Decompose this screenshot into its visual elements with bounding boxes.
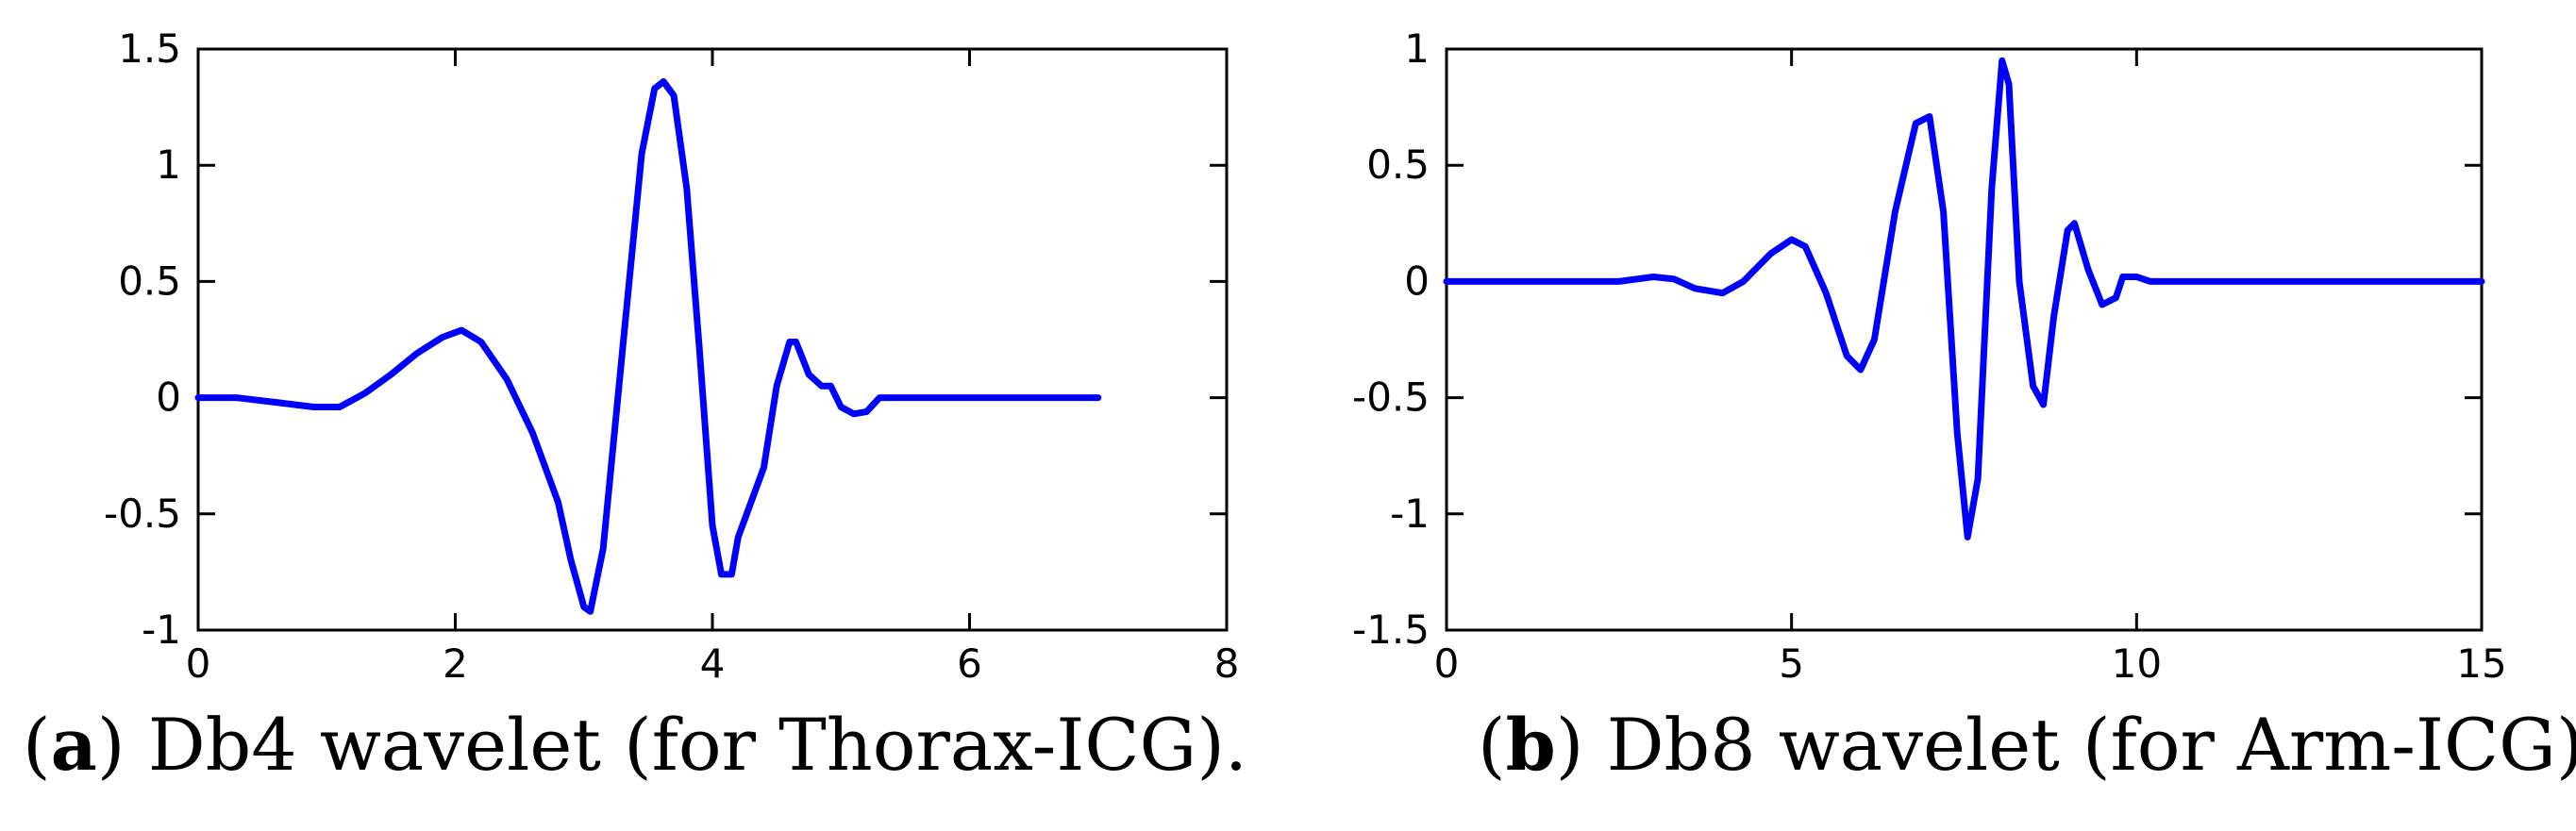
y-tick-label: 0 (156, 374, 181, 421)
caption-a-letter: a (50, 703, 97, 787)
y-tick-label: 0 (1404, 258, 1430, 304)
y-tick-label: 1 (156, 141, 181, 188)
y-tick-label: 1.5 (118, 25, 181, 72)
caption-a-text: Db4 wavelet (for Thorax-ICG). (125, 703, 1248, 787)
y-tick-label: 0.5 (1366, 141, 1430, 188)
caption-b-letter: b (1505, 703, 1556, 787)
y-tick-label: 1 (1404, 25, 1430, 72)
x-tick-label: 15 (2456, 640, 2506, 687)
wavelet-series-line (1443, 57, 2485, 540)
x-tick-label: 6 (957, 640, 982, 687)
y-tick-label: -1.5 (1352, 607, 1430, 653)
axes-frame (1445, 47, 2484, 632)
x-tick-label: 8 (1214, 640, 1240, 687)
x-tick-label: 0 (1434, 640, 1460, 687)
y-tick-label: -0.5 (104, 490, 181, 537)
x-tick-label: 4 (700, 640, 726, 687)
x-tick-label: 5 (1779, 640, 1804, 687)
caption-b: (b) Db8 wavelet (for Arm-ICG). (1478, 709, 2576, 781)
wavelet-series-line (194, 78, 1102, 615)
y-tick-label: 0.5 (118, 258, 181, 304)
y-tick-label: -1 (142, 607, 181, 653)
x-tick-label: 10 (2112, 640, 2162, 687)
y-tick-label: -0.5 (1352, 374, 1430, 421)
x-tick-label: 0 (186, 640, 211, 687)
caption-a: (a) Db4 wavelet (for Thorax-ICG). (23, 703, 1248, 787)
y-tick-label: -1 (1390, 490, 1430, 537)
x-tick-label: 2 (443, 640, 468, 687)
caption-b-text: Db8 wavelet (for Arm-ICG). (1583, 703, 2576, 787)
